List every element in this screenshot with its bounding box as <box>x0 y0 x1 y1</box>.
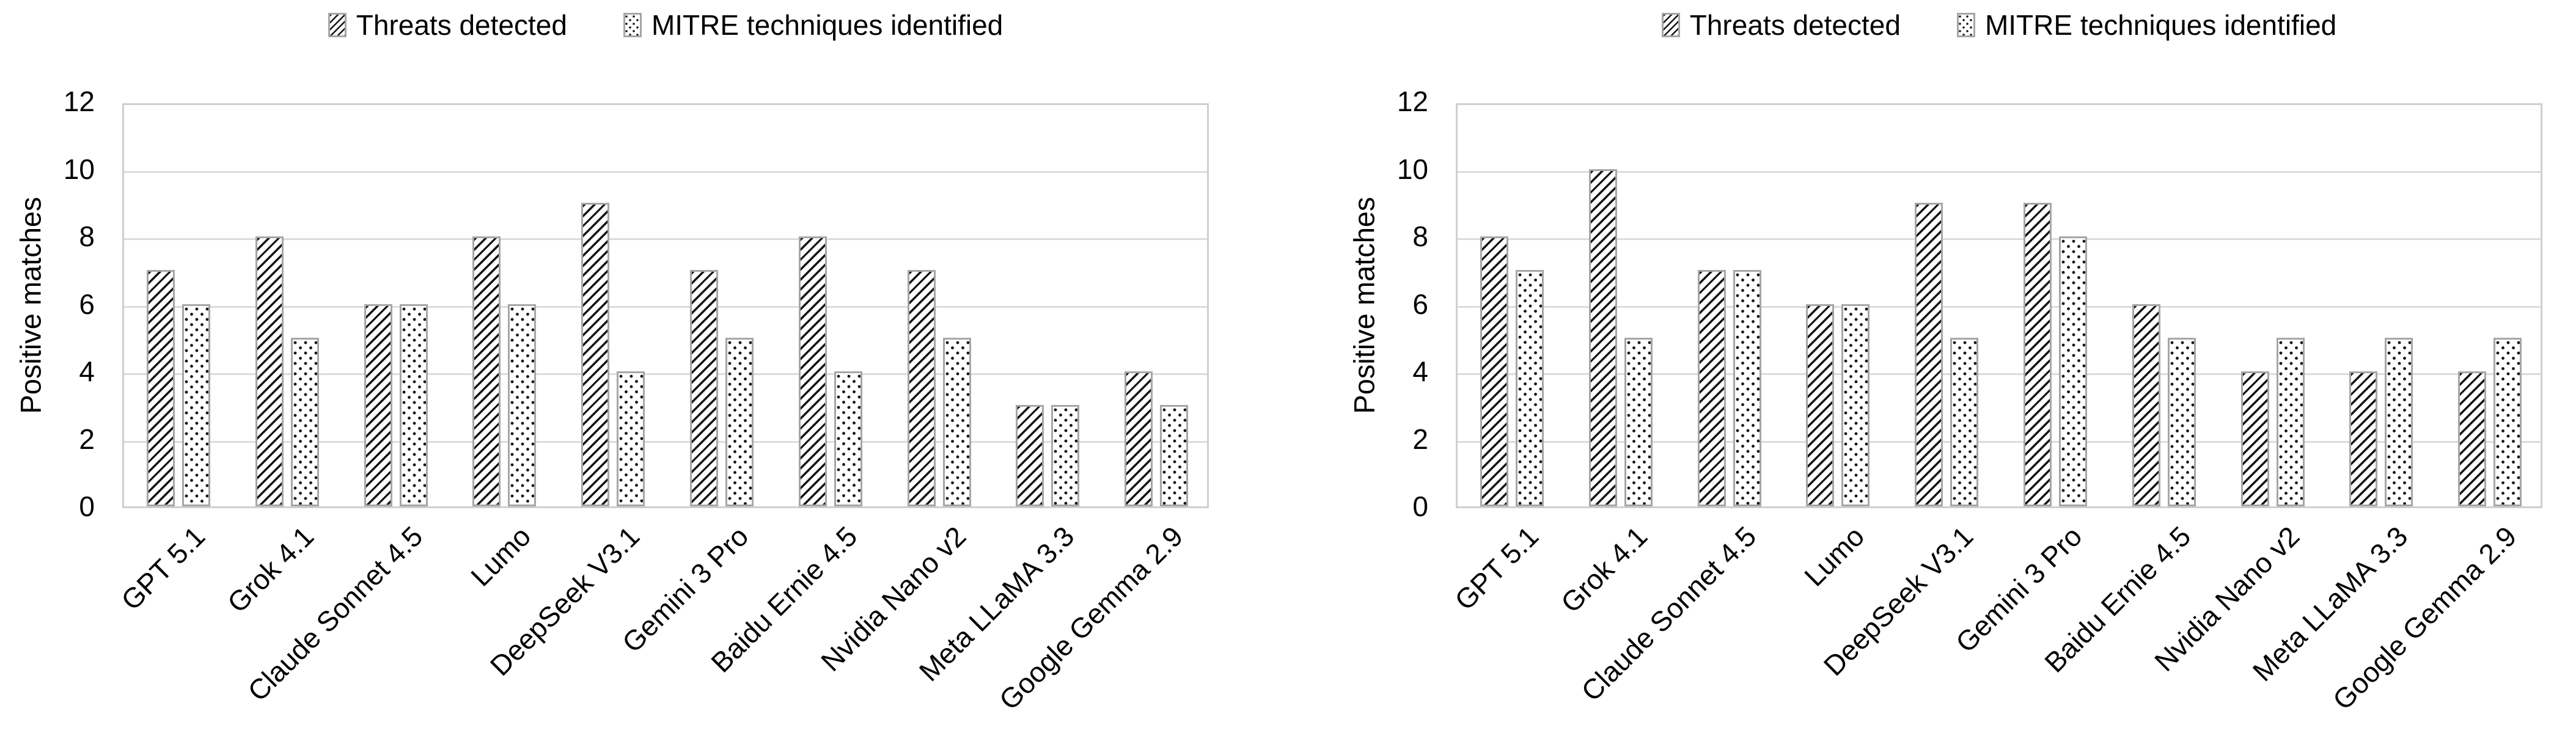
y-tick-label: 10 <box>63 153 95 185</box>
x-tick-label: Grok 4.1 <box>221 520 320 619</box>
bar-threats-detected <box>1125 371 1153 506</box>
gridline <box>1458 373 2541 375</box>
legend: Threats detected MITRE techniques identi… <box>122 4 1209 46</box>
y-tick-label: 2 <box>79 423 95 455</box>
bar-mitre-techniques <box>834 371 862 506</box>
x-tick-label: GPT 5.1 <box>114 520 211 616</box>
gridline <box>124 305 1207 308</box>
right-chart: Threats detected MITRE techniques identi… <box>1334 0 2576 747</box>
y-tick-label: 8 <box>1412 220 1428 252</box>
bar-mitre-techniques <box>290 337 319 506</box>
bar-threats-detected <box>2023 202 2052 506</box>
bar-mitre-techniques <box>2276 337 2305 506</box>
y-tick-label: 6 <box>1412 288 1428 320</box>
bar-mitre-techniques <box>942 337 971 506</box>
legend: Threats detected MITRE techniques identi… <box>1456 4 2542 46</box>
legend-item-threats-detected: Threats detected <box>1661 9 1901 41</box>
y-tick-label: 8 <box>79 220 95 252</box>
x-tick-label: GPT 5.1 <box>1448 520 1545 616</box>
legend-label: Threats detected <box>1689 9 1901 41</box>
bar-threats-detected <box>2458 371 2487 506</box>
y-tick-label: 0 <box>1412 490 1428 522</box>
bar-threats-detected <box>1915 202 1943 506</box>
y-tick-label: 12 <box>1396 86 1428 117</box>
bar-mitre-techniques <box>617 371 645 506</box>
y-tick-label: 0 <box>79 490 95 522</box>
bar-mitre-techniques <box>1624 337 1653 506</box>
bar-threats-detected <box>798 236 827 506</box>
bar-mitre-techniques <box>399 304 428 506</box>
gridline <box>124 238 1207 240</box>
bar-threats-detected <box>1806 304 1835 506</box>
legend-item-mitre-techniques: MITRE techniques identified <box>623 11 1003 39</box>
y-tick-label: 12 <box>63 86 95 117</box>
bar-mitre-techniques <box>182 304 210 506</box>
bar-threats-detected <box>364 304 392 506</box>
bar-threats-detected <box>146 270 175 506</box>
x-tick-label: Google Gemma 2.9 <box>993 520 1189 716</box>
bar-threats-detected <box>255 236 284 506</box>
bar-mitre-techniques <box>1160 405 1189 506</box>
bar-threats-detected <box>2240 371 2269 506</box>
y-tick-label: 10 <box>1396 153 1428 185</box>
bar-threats-detected <box>907 270 936 506</box>
plot-area <box>122 103 1209 508</box>
diagonal-hatch-legend-swatch <box>1661 13 1680 37</box>
y-tick-label: 2 <box>1412 423 1428 455</box>
gridline <box>1458 305 2541 308</box>
x-tick-label: Lumo <box>464 520 537 592</box>
bar-threats-detected <box>581 202 610 506</box>
bar-mitre-techniques <box>2493 337 2522 506</box>
bar-threats-detected <box>2132 304 2160 506</box>
x-tick-label: Lumo <box>1798 520 1871 592</box>
bar-mitre-techniques <box>2167 337 2196 506</box>
bar-threats-detected <box>689 270 718 506</box>
bar-threats-detected <box>472 236 501 506</box>
x-tick-label: Google Gemma 2.9 <box>2326 520 2523 716</box>
bar-mitre-techniques <box>1515 270 1544 506</box>
y-tick-label: 6 <box>79 288 95 320</box>
bar-mitre-techniques <box>1733 270 1761 506</box>
dots-legend-swatch <box>1956 13 1975 37</box>
gridline <box>1458 238 2541 240</box>
left-chart: Threats detected MITRE techniques identi… <box>0 0 1242 747</box>
diagonal-hatch-legend-swatch <box>328 13 347 37</box>
gridline <box>1458 440 2541 443</box>
bar-mitre-techniques <box>1051 405 1080 506</box>
gridline <box>124 440 1207 443</box>
bar-threats-detected <box>1588 169 1617 506</box>
bar-threats-detected <box>2349 371 2378 506</box>
gridline <box>124 373 1207 375</box>
bar-mitre-techniques <box>725 337 754 506</box>
legend-label: MITRE techniques identified <box>651 9 1004 41</box>
bar-mitre-techniques <box>1841 304 1870 506</box>
bar-mitre-techniques <box>2385 337 2413 506</box>
bar-mitre-techniques <box>2058 236 2087 506</box>
gridline <box>1458 170 2541 173</box>
legend-label: Threats detected <box>356 9 567 41</box>
y-tick-label: 4 <box>79 355 95 387</box>
bar-mitre-techniques <box>1950 337 1979 506</box>
bar-mitre-techniques <box>508 304 537 506</box>
legend-label: MITRE techniques identified <box>1984 9 2337 41</box>
plot-area <box>1456 103 2542 508</box>
legend-item-threats-detected: Threats detected <box>328 11 567 39</box>
gridline <box>124 170 1207 173</box>
x-tick-label: Grok 4.1 <box>1554 520 1654 619</box>
y-tick-label: 4 <box>1412 355 1428 387</box>
bar-threats-detected <box>1016 405 1044 506</box>
dots-legend-swatch <box>623 13 642 37</box>
bar-threats-detected <box>1697 270 1726 506</box>
legend-item-mitre-techniques: MITRE techniques identified <box>1956 9 2337 41</box>
bar-threats-detected <box>1480 236 1508 506</box>
